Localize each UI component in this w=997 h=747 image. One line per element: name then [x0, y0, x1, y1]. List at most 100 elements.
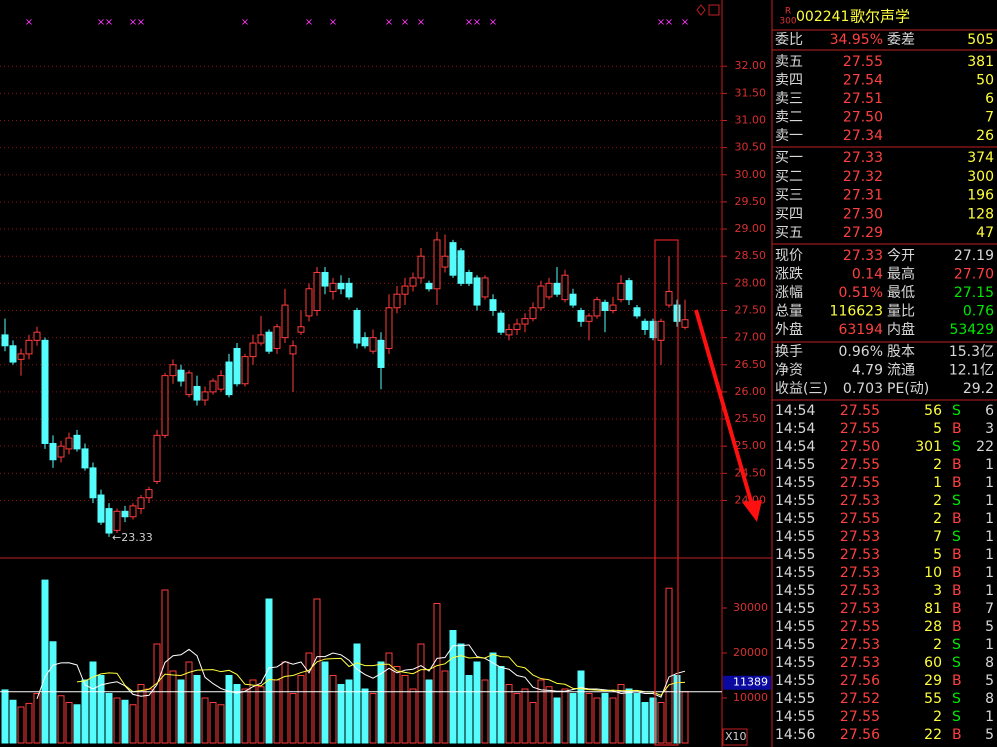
- volume-bar: [73, 704, 81, 744]
- trade-price: 27.53: [840, 565, 880, 581]
- candle-body: [89, 467, 97, 499]
- trade-count: 3: [985, 421, 994, 437]
- candle-body: [465, 271, 473, 284]
- trade-time: 14:55: [775, 475, 815, 491]
- price: 27.55: [843, 54, 883, 70]
- label: 卖一: [775, 128, 803, 144]
- candle-body: [609, 304, 617, 311]
- volume-bar: [65, 702, 73, 744]
- volume-bar: [145, 688, 153, 744]
- volume-bar: [161, 589, 169, 744]
- candle-body: [57, 445, 65, 458]
- candle-body: [257, 334, 265, 344]
- volume-bar: [353, 643, 361, 744]
- volume-bar: [585, 693, 593, 744]
- candle-body: [233, 347, 241, 385]
- badge-top: R: [785, 7, 791, 17]
- label: 最高: [887, 266, 915, 283]
- volume-bar: [57, 695, 65, 744]
- trade-side: B: [952, 457, 962, 473]
- trade-count: 1: [985, 547, 994, 563]
- candle-body: [417, 255, 425, 279]
- trade-price: 27.53: [840, 583, 880, 599]
- trade-time: 14:55: [775, 655, 815, 671]
- label: 流通: [887, 363, 915, 379]
- candle-body: [649, 320, 657, 339]
- candle-body: [33, 331, 41, 341]
- icon-box[interactable]: [708, 4, 720, 16]
- volume-bar: [305, 652, 313, 744]
- value: 0.51%: [839, 285, 883, 301]
- event-marker: ×: [473, 17, 481, 28]
- trade-price: 27.55: [840, 511, 880, 527]
- volume-bar: [113, 697, 121, 744]
- trade-price: 27.56: [840, 727, 880, 743]
- volume-bar: [265, 598, 273, 744]
- value: 27.19: [954, 248, 994, 264]
- trade-time: 14:55: [775, 709, 815, 725]
- candle-body: [153, 434, 161, 482]
- unit-box: [722, 728, 748, 746]
- trade-time: 14:55: [775, 637, 815, 653]
- candle-body: [545, 282, 553, 298]
- trade-count: 1: [985, 475, 994, 491]
- volume-bar: [273, 679, 281, 744]
- event-marker: ×: [465, 17, 473, 28]
- value: 0.14: [852, 267, 883, 283]
- icon-diamond[interactable]: [696, 4, 706, 16]
- volume: 47: [976, 225, 994, 241]
- price: 27.34: [843, 128, 883, 144]
- candle-body: [433, 239, 441, 290]
- candle-body: [497, 312, 505, 333]
- trade-price: 27.53: [840, 529, 880, 545]
- label: 涨幅: [775, 285, 803, 301]
- volume-bar: [217, 704, 225, 744]
- event-marker: ×: [305, 17, 313, 28]
- candle-body: [409, 277, 417, 287]
- trade-time: 14:55: [775, 673, 815, 689]
- trade-price: 27.55: [840, 421, 880, 437]
- trade-volume: 28: [924, 619, 942, 635]
- candle-body: [633, 307, 641, 317]
- trade-side: S: [952, 493, 961, 509]
- label: 收益(三): [775, 381, 828, 397]
- value: 505: [967, 32, 994, 48]
- value: 29.2: [963, 381, 994, 397]
- trade-count: 22: [976, 439, 994, 455]
- volume: 381: [967, 54, 994, 70]
- volume-bar: [425, 679, 433, 744]
- trade-volume: 3: [933, 583, 942, 599]
- volume-bar: [601, 693, 609, 744]
- trade-side: B: [952, 673, 962, 689]
- volume: 128: [967, 206, 994, 222]
- candle-body: [401, 285, 409, 295]
- trade-count: 1: [985, 511, 994, 527]
- candle-body: [593, 299, 601, 317]
- trade-time: 14:56: [775, 727, 815, 743]
- y-tick-label: 10000: [733, 691, 768, 704]
- volume-bar: [225, 675, 233, 744]
- volume-bar: [505, 684, 513, 744]
- candle-body: [65, 437, 73, 450]
- volume-bar: [457, 643, 465, 744]
- candle-body: [49, 442, 57, 461]
- trade-time: 14:55: [775, 691, 815, 707]
- label: 总量: [775, 304, 803, 320]
- candle-body: [561, 274, 569, 301]
- label: PE(动): [887, 381, 929, 397]
- candle-body: [625, 280, 633, 301]
- volume-bar: [233, 684, 241, 744]
- label: 涨跌: [775, 267, 803, 283]
- trade-time: 14:55: [775, 619, 815, 635]
- value: 34.95%: [830, 32, 883, 48]
- candle-body: [81, 448, 89, 469]
- trade-volume: 1: [933, 475, 942, 491]
- volume-bar: [281, 661, 289, 744]
- trade-price: 27.55: [840, 403, 880, 419]
- trade-side: B: [952, 547, 962, 563]
- label: 现价: [775, 248, 803, 264]
- volume-bar: [385, 652, 393, 744]
- stock-name: 歌尔声学: [850, 8, 910, 26]
- trade-count: 6: [985, 403, 994, 419]
